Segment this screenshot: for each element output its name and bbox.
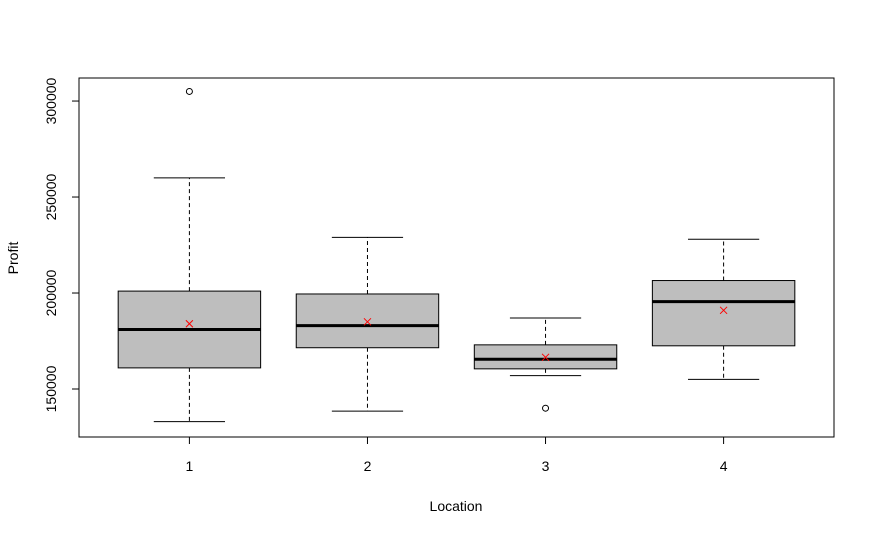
y-tick-label: 200000 xyxy=(43,269,59,316)
x-tick-label: 2 xyxy=(364,458,372,474)
outlier-point xyxy=(542,404,550,412)
mean-marker xyxy=(541,353,550,362)
box-group-2 xyxy=(295,236,440,412)
box-group-3 xyxy=(473,317,618,412)
y-tick-label: 250000 xyxy=(43,173,59,220)
y-axis-label: Profit xyxy=(5,242,21,275)
x-tick-label: 1 xyxy=(186,458,194,474)
mean-marker xyxy=(185,319,194,328)
mean-marker-stroke xyxy=(541,353,550,362)
mean-marker-stroke xyxy=(719,306,728,315)
x-tick-label: 4 xyxy=(720,458,728,474)
boxes-layer xyxy=(117,87,796,423)
box-group-4 xyxy=(651,238,796,380)
outlier-point xyxy=(185,87,193,95)
x-axis: 1 2 3 4 xyxy=(186,436,728,474)
mean-marker-stroke xyxy=(363,317,372,326)
box-iqr xyxy=(295,293,440,349)
x-axis-label: Location xyxy=(430,498,483,514)
y-axis: 150000 200000 250000 300000 xyxy=(43,77,80,412)
box-iqr xyxy=(651,280,796,347)
plot-frame xyxy=(78,77,835,438)
y-tick-label: 300000 xyxy=(43,77,59,124)
box-group-1 xyxy=(117,87,262,423)
x-tick-label: 3 xyxy=(542,458,550,474)
mean-marker xyxy=(363,317,372,326)
y-tick-label: 150000 xyxy=(43,365,59,412)
mean-marker-stroke xyxy=(185,319,194,328)
mean-marker xyxy=(719,306,728,315)
